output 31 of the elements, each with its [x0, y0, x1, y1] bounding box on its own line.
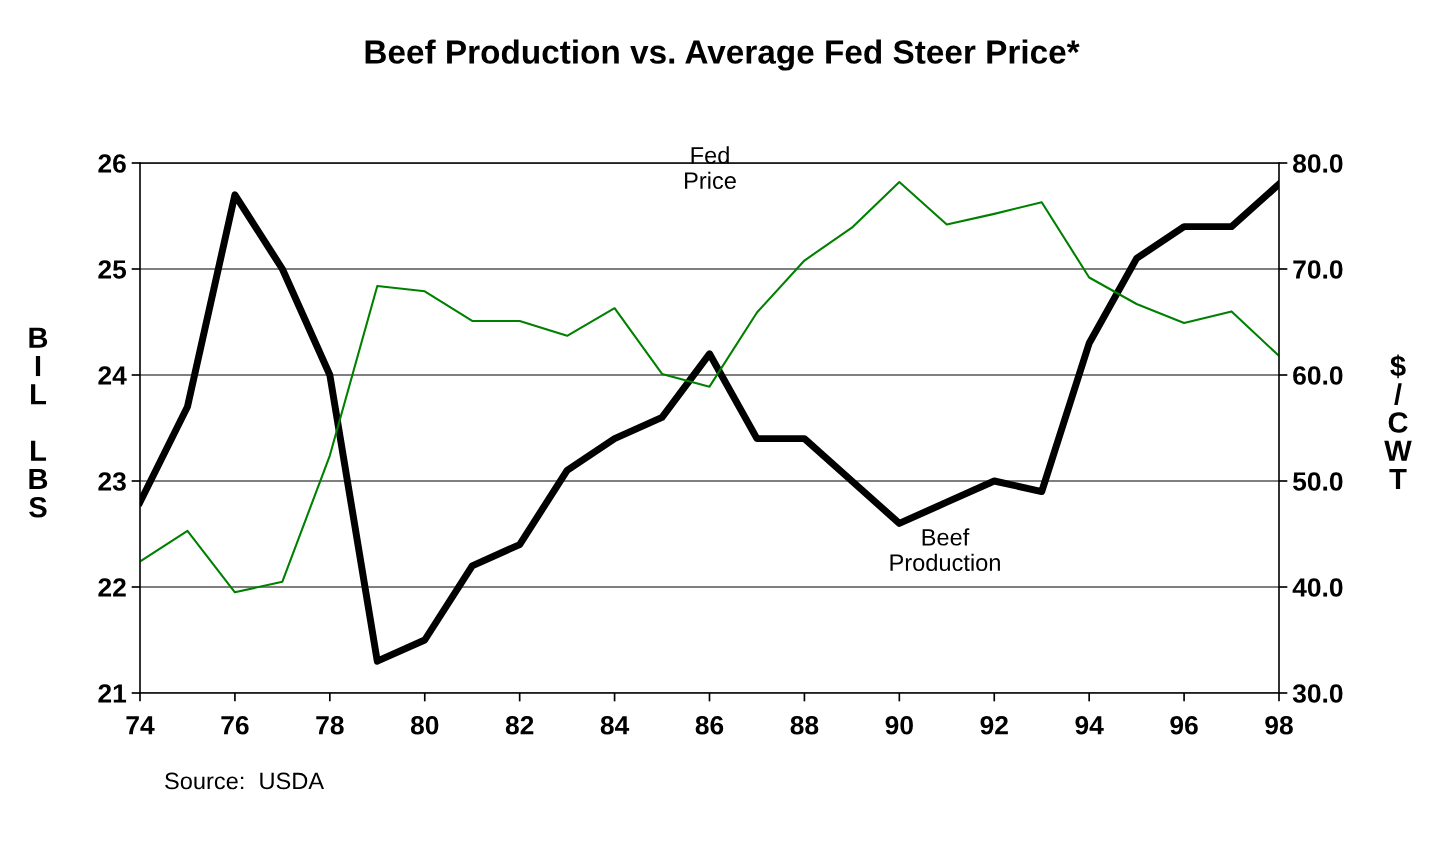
- y-tick-label: 26: [98, 154, 126, 173]
- x-tick-label: 88: [790, 715, 819, 735]
- y-tick-label: 22: [98, 578, 126, 597]
- y2-tick-label: 50.0: [1293, 472, 1343, 491]
- text: BIL LBS: [29, 327, 48, 518]
- x-tick-label: 80: [410, 715, 439, 735]
- y2-axis-title: $/CWT: [1384, 354, 1412, 490]
- x-tick-label: 76: [221, 715, 249, 735]
- x-tick-label: 86: [695, 715, 724, 735]
- y-tick-label: 23: [98, 472, 126, 491]
- x-tick-label: 94: [1075, 715, 1104, 735]
- x-tick-label: 90: [885, 715, 913, 735]
- x-tick-label: 78: [316, 715, 344, 735]
- y2-tick-label: 60.0: [1293, 366, 1343, 385]
- x-tick-label: 96: [1170, 715, 1198, 735]
- x-tick-label: 92: [980, 715, 1008, 735]
- annotation: Fed Price: [685, 146, 736, 190]
- x-tick-label: 74: [126, 716, 155, 735]
- chart-title: Beef Production vs. Average Fed Steer Price*: [365, 39, 1080, 71]
- x-tick-label: 82: [505, 715, 534, 735]
- y2-tick-label: 70.0: [1293, 260, 1343, 279]
- source-note: Source: USDA: [165, 772, 325, 790]
- y-tick-label: 24: [98, 366, 127, 385]
- y-tick-label: 25: [98, 260, 127, 279]
- y2-tick-label: 80.0: [1293, 154, 1343, 173]
- y2-tick-label: 40.0: [1292, 578, 1343, 597]
- x-tick-label: 84: [600, 715, 630, 735]
- x-tick-label: 98: [1265, 715, 1293, 735]
- annotation: Beef Production: [890, 528, 1000, 572]
- y-tick-label: 21: [98, 684, 127, 703]
- y2-tick-label: 30.0: [1292, 684, 1343, 703]
